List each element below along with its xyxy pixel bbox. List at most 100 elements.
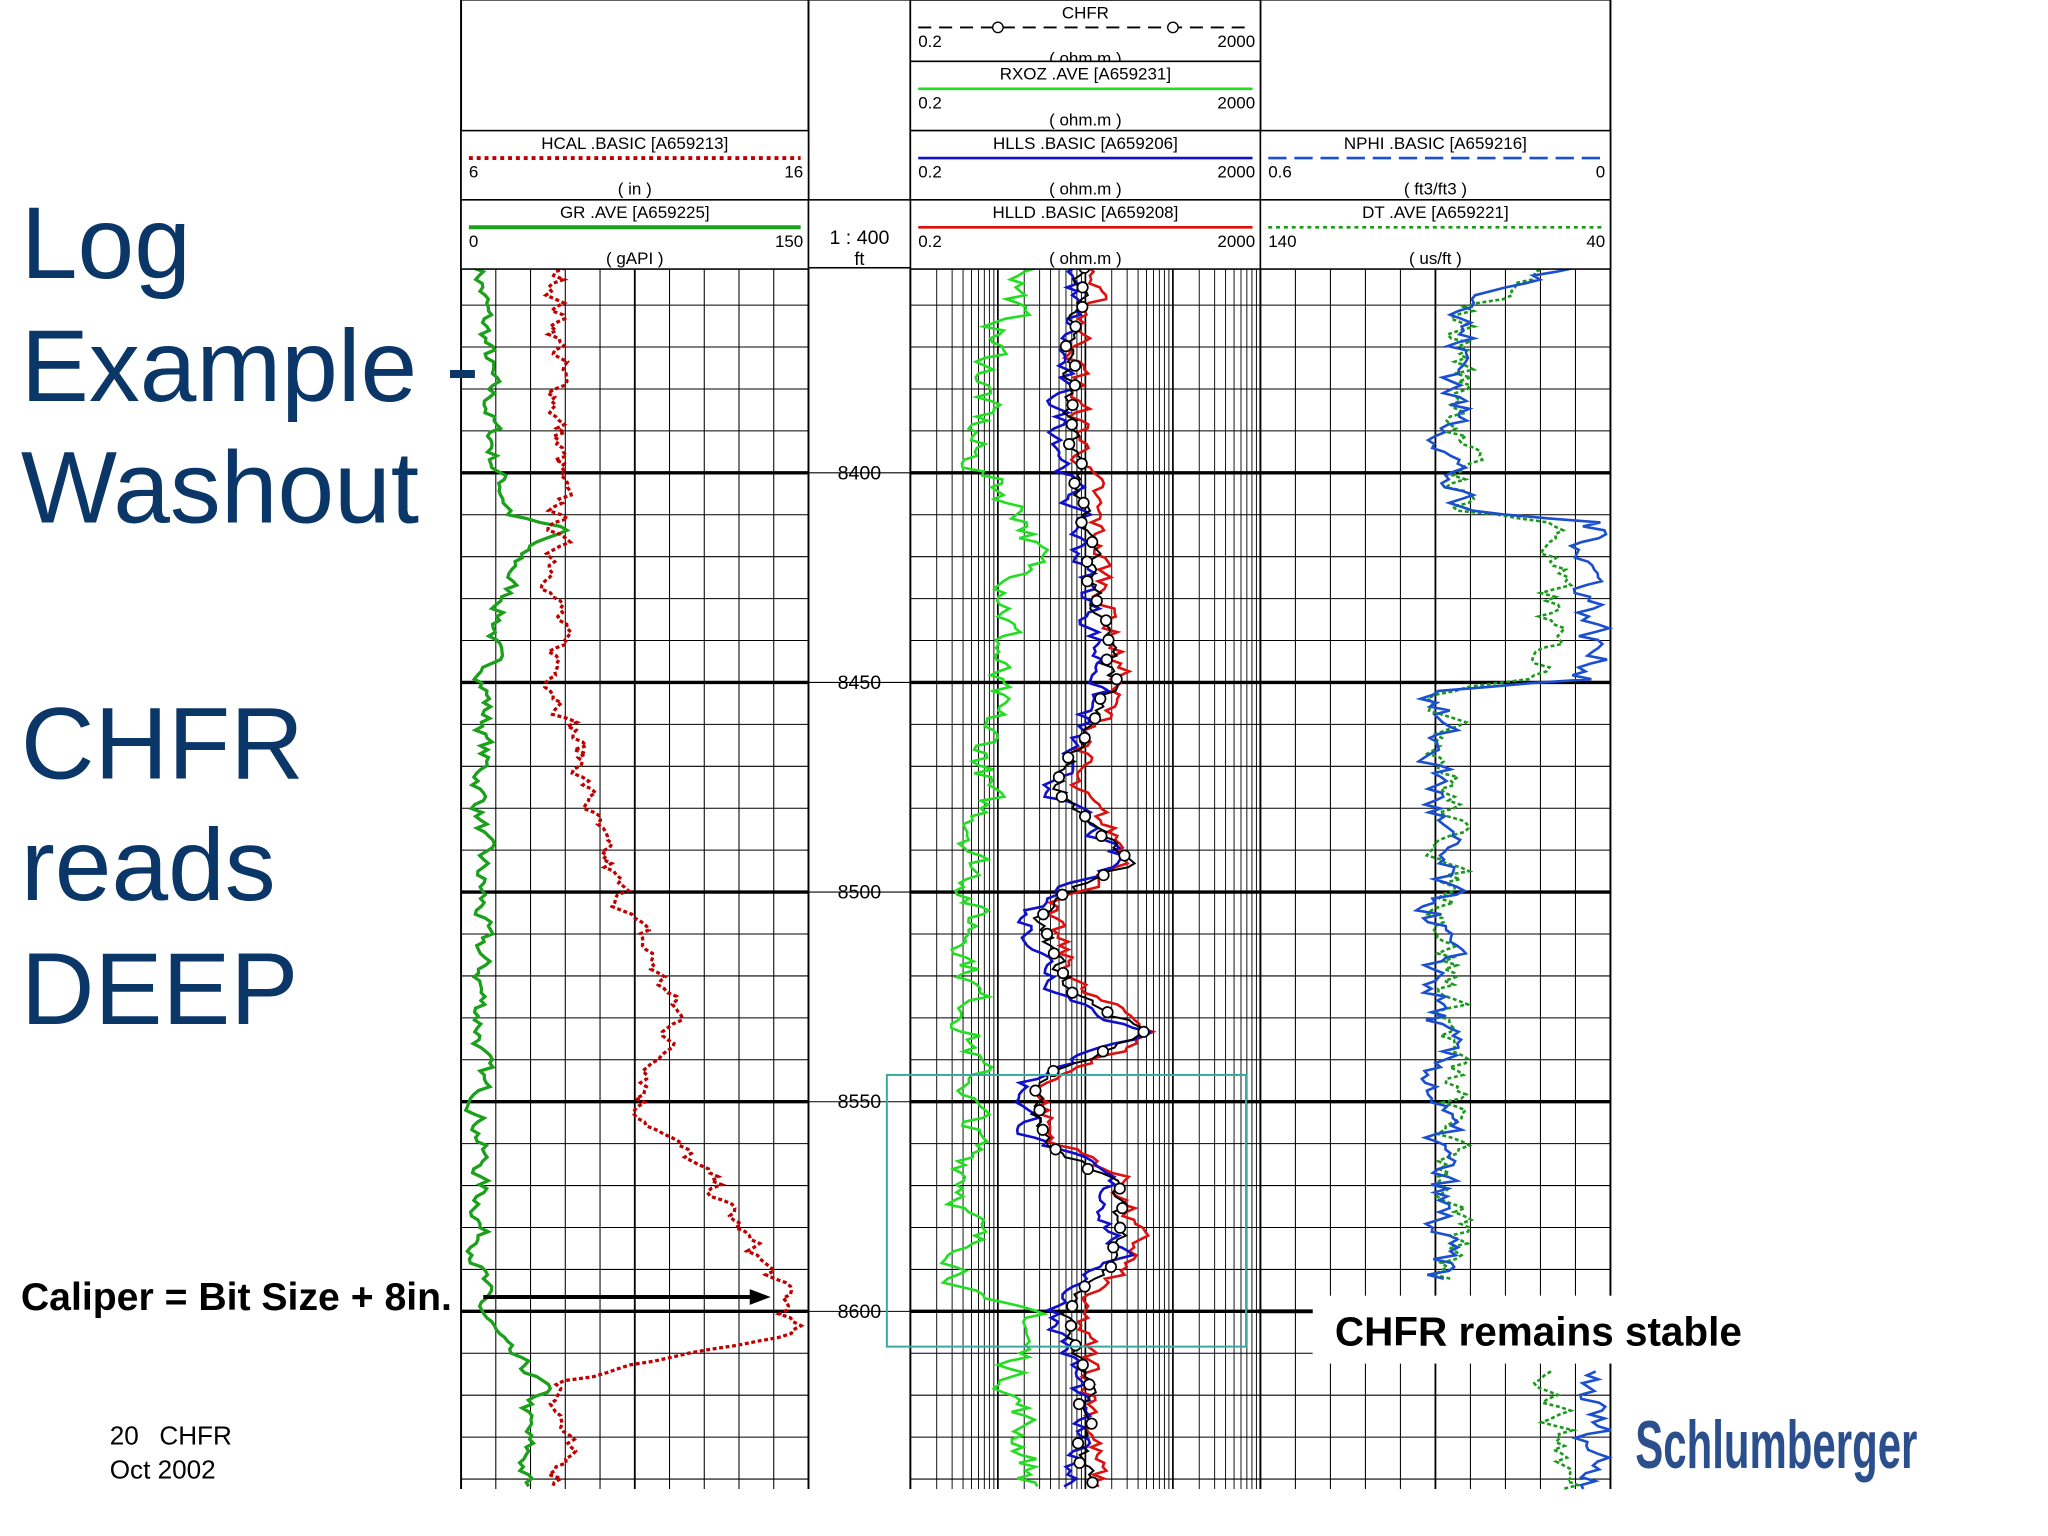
scale-left: 140 bbox=[1268, 232, 1296, 251]
arrow-head bbox=[749, 1289, 771, 1305]
curve-marker bbox=[1081, 575, 1094, 588]
curve-marker bbox=[1097, 869, 1110, 882]
title-line: DEEP bbox=[21, 932, 298, 1046]
curve-marker bbox=[1104, 1260, 1118, 1274]
curve-marker bbox=[1081, 1162, 1094, 1176]
caliper-note: Caliper = Bit Size + 8in. bbox=[21, 1276, 452, 1319]
scale-left: 0.6 bbox=[1268, 163, 1292, 182]
title-line: Log bbox=[21, 186, 191, 300]
scale-left: 0.2 bbox=[918, 163, 942, 182]
curve-marker bbox=[1047, 1064, 1060, 1078]
curve-marker bbox=[1086, 535, 1099, 549]
slide-topic: CHFR bbox=[159, 1421, 232, 1451]
scale-left: 6 bbox=[469, 163, 478, 182]
curve-marker bbox=[1056, 966, 1070, 980]
log-headers: HCAL .BASIC [A659213] 6 16 ( in ) GR .AVE [A… bbox=[460, 0, 1612, 270]
curve-name: GR .AVE [A659225] bbox=[560, 203, 710, 222]
unit: ( ohm.m ) bbox=[1049, 110, 1122, 129]
header-box bbox=[909, 60, 1262, 132]
curve-marker bbox=[1052, 771, 1065, 784]
depth-unit: ft bbox=[854, 248, 864, 269]
curve-marker bbox=[1062, 751, 1075, 764]
log-curves bbox=[463, 261, 1614, 1491]
logo: Schlumberger bbox=[1635, 1408, 1917, 1483]
header-box bbox=[460, 129, 810, 201]
title-line: Example - bbox=[21, 309, 480, 423]
log-curve bbox=[939, 266, 1050, 1488]
log-curve bbox=[1424, 266, 1574, 1280]
curve-marker bbox=[1107, 1241, 1120, 1254]
curve-marker bbox=[1037, 908, 1050, 921]
depth-label: 8550 bbox=[838, 1091, 882, 1113]
curve-marker bbox=[1075, 457, 1088, 470]
curve-marker bbox=[1040, 927, 1054, 940]
unit: ( ohm.m ) bbox=[1049, 249, 1122, 268]
curve-marker bbox=[1068, 379, 1082, 392]
curve-marker bbox=[1076, 281, 1089, 294]
curve-marker bbox=[1059, 340, 1073, 353]
curve-marker bbox=[1063, 438, 1076, 451]
curve-name: RXOZ .AVE [A659231] bbox=[1000, 65, 1171, 84]
curve-name: NPHI .BASIC [A659216] bbox=[1344, 134, 1527, 153]
header-box bbox=[1259, 199, 1612, 270]
log-curve bbox=[539, 266, 805, 1487]
curve-name: DT .AVE [A659221] bbox=[1362, 203, 1509, 222]
curve-marker bbox=[1064, 1319, 1077, 1332]
curve-marker bbox=[1096, 1045, 1109, 1058]
curve-marker bbox=[1102, 633, 1115, 647]
curve-marker bbox=[1118, 849, 1131, 862]
curve-marker bbox=[1066, 1300, 1079, 1313]
curve-marker bbox=[1075, 516, 1088, 529]
depth-label: 8500 bbox=[838, 882, 882, 904]
depth-label: 8450 bbox=[838, 672, 882, 694]
curve-marker bbox=[1069, 359, 1082, 372]
header-box bbox=[909, 0, 1262, 63]
depth-label: 8600 bbox=[838, 1301, 882, 1323]
header-box bbox=[807, 199, 912, 269]
curve-marker bbox=[1071, 1437, 1085, 1450]
curve-marker bbox=[1069, 1339, 1082, 1352]
scale-left: 0.2 bbox=[918, 32, 942, 51]
curve-marker bbox=[1085, 1417, 1098, 1430]
scale-right: 2000 bbox=[1217, 232, 1255, 251]
scale-right: 0 bbox=[1596, 163, 1605, 182]
unit: ( gAPI ) bbox=[606, 249, 664, 268]
curve-marker bbox=[1036, 1123, 1049, 1136]
annotation: CHFR remains stable bbox=[1335, 1308, 1742, 1354]
scale-left: 0.2 bbox=[918, 93, 942, 112]
curve-name: HLLD .BASIC [A659208] bbox=[992, 203, 1178, 222]
curve-marker bbox=[1076, 1358, 1089, 1371]
curve-marker bbox=[1076, 300, 1089, 314]
title-line: CHFR bbox=[21, 686, 304, 800]
date: Oct 2002 bbox=[110, 1455, 216, 1485]
curve-marker bbox=[1049, 1143, 1062, 1156]
title-line: reads bbox=[21, 808, 276, 922]
curve-marker bbox=[1069, 320, 1082, 333]
curve-marker bbox=[1113, 1182, 1126, 1195]
header-box bbox=[909, 199, 1262, 270]
curve-marker bbox=[1086, 1476, 1099, 1489]
scale-right: 40 bbox=[1586, 232, 1605, 251]
log-curve bbox=[1570, 1370, 1614, 1490]
scale-left: 0 bbox=[469, 232, 478, 251]
scale-left: 0.2 bbox=[918, 232, 942, 251]
unit: ( ohm.m ) bbox=[1049, 180, 1122, 199]
curve-marker bbox=[1033, 1104, 1046, 1117]
curve-marker bbox=[1090, 594, 1103, 607]
annotation-bg bbox=[1312, 1295, 1725, 1364]
curve-marker bbox=[1077, 496, 1090, 509]
curve-marker bbox=[1101, 1006, 1114, 1019]
slide-number: 20 bbox=[110, 1421, 139, 1451]
scale-right: 150 bbox=[775, 232, 803, 251]
curve-name: HLLS .BASIC [A659206] bbox=[993, 134, 1178, 153]
scale-right: 2000 bbox=[1217, 163, 1255, 182]
curve-marker bbox=[1066, 986, 1079, 999]
curve-marker bbox=[1083, 1378, 1096, 1391]
curve-marker bbox=[1099, 614, 1113, 627]
highlight-box bbox=[885, 1073, 1248, 1348]
curve-marker bbox=[1100, 653, 1113, 666]
curve-marker bbox=[1110, 673, 1123, 686]
curve-marker bbox=[1116, 1202, 1129, 1215]
curve-marker bbox=[1072, 1398, 1086, 1411]
